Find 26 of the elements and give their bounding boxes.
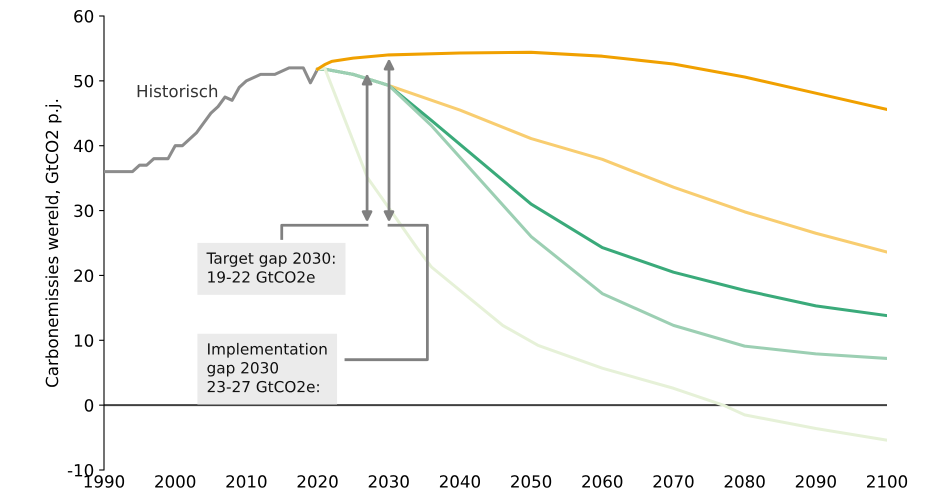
series-label: Historisch xyxy=(138,84,218,98)
x-tick-label: 2010 xyxy=(226,475,266,488)
x-tick-label: 2050 xyxy=(511,475,552,488)
x-tick-label: 2000 xyxy=(155,475,196,488)
x-tick-label: 2080 xyxy=(724,475,765,488)
x-tick-label: 2020 xyxy=(298,475,338,488)
y-tick-label: 0 xyxy=(84,399,94,412)
x-tick-label: 2030 xyxy=(368,475,409,488)
x-tick-label: 2070 xyxy=(653,475,694,488)
line-series xyxy=(104,66,320,174)
y-tick-label: 60 xyxy=(74,10,94,23)
annotation: Implementation gap 2030 23-27 GtCO2e: xyxy=(207,342,327,392)
y-tick-label: 40 xyxy=(74,140,94,152)
x-tick-label: 2060 xyxy=(582,475,622,488)
line-series xyxy=(316,50,887,111)
y-tick-label: -10 xyxy=(68,464,94,477)
x-tick-label: 2040 xyxy=(440,475,480,488)
x-tick-label: 1990 xyxy=(84,475,124,488)
y-tick-label: 20 xyxy=(74,269,94,282)
y-tick-label: 50 xyxy=(74,74,94,88)
y-tick-label: 10 xyxy=(74,334,94,347)
x-tick-label: 2100 xyxy=(867,475,908,488)
annotation: Target gap 2030: 19-22 GtCO2e xyxy=(206,252,335,283)
y-axis-title: Carbonemissies wereld, GtCO2 p.j. xyxy=(45,100,62,387)
y-tick-label: 30 xyxy=(74,204,94,218)
x-tick-label: 2090 xyxy=(796,475,836,488)
